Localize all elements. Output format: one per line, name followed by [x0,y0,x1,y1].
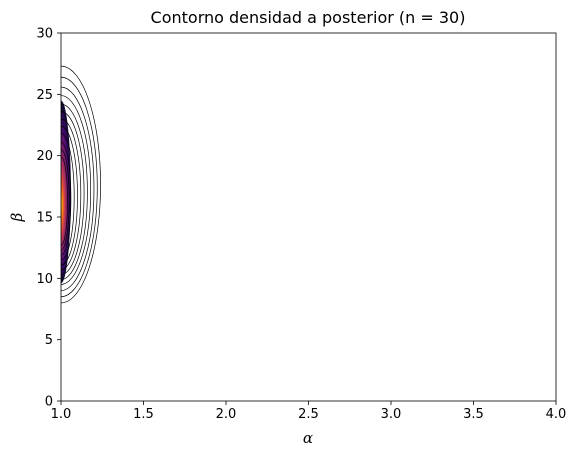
x-axis-ticks: 1.0 1.5 2.0 2.5 3.0 3.5 4.0 [51,401,567,422]
contour-line-6 [61,111,85,276]
x-tick-label: 3.5 [463,407,484,422]
plot-background [61,33,556,401]
axes-frame [60,32,557,402]
contour-line-11 [61,149,70,251]
contour-line-12 [61,156,68,246]
x-tick-label: 1.5 [133,407,154,422]
contour-line-2 [61,76,98,298]
y-tick-label: 10 [36,272,53,287]
x-axis-label: α [303,429,313,447]
contour-line-10 [61,141,72,256]
plot-area [61,33,556,401]
contour-line-5 [61,103,88,280]
y-tick-label: 0 [45,395,53,410]
contour-lines [61,65,101,304]
contour-line-3 [61,86,95,291]
y-tick-label: 30 [36,27,53,42]
y-tick-label: 5 [45,333,53,348]
y-axis-label: β [8,212,26,222]
x-tick-label: 3.0 [381,407,402,422]
x-tick-label: 2.0 [216,407,237,422]
contour-line-9 [61,133,75,261]
y-axis-ticks: 0 5 10 15 20 25 30 [36,27,61,410]
contour-line-1 [61,65,101,304]
y-tick-label: 20 [36,149,53,164]
y-tick-label: 15 [36,211,53,226]
contour-line-8 [61,125,78,266]
y-tick-label: 25 [36,88,53,103]
chart-title: Contorno densidad a posterior (n = 30) [151,8,466,27]
x-tick-label: 4.0 [546,407,567,422]
contour-line-4 [61,95,92,285]
x-tick-label: 1.0 [51,407,72,422]
contour-line-7 [61,118,82,271]
x-tick-label: 2.5 [298,407,319,422]
